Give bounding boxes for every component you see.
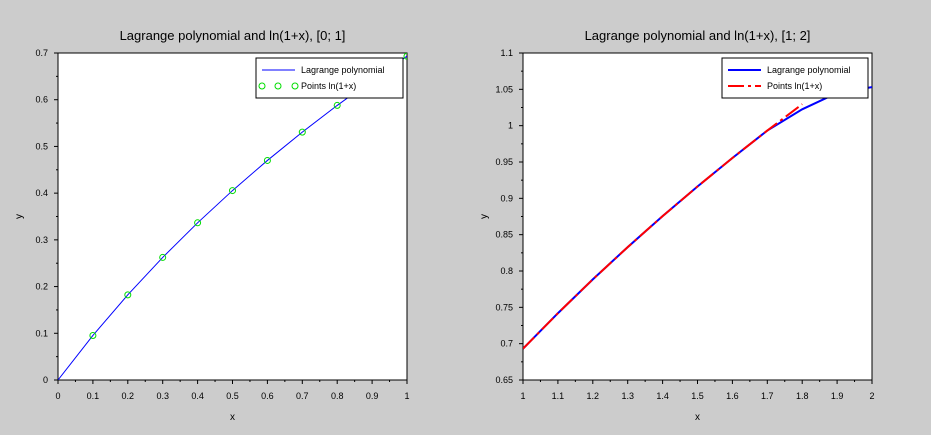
chart-1-x-tick-label: 0.5 <box>226 391 239 401</box>
chart-2-y-tick-label: 0.8 <box>500 266 513 276</box>
chart-1-plot-area <box>57 52 408 381</box>
chart-1-x-tick-label: 1 <box>404 391 409 401</box>
chart-2-x-tick-label: 1.8 <box>796 391 809 401</box>
chart-2-x-tick-label: 1.4 <box>656 391 669 401</box>
chart-1-legend-item-1-label: Lagrange polynomial <box>301 65 385 75</box>
chart-1-series-2-marker <box>263 156 271 164</box>
chart-2-x-tick-label: 1.7 <box>761 391 774 401</box>
chart-2-title: Lagrange polynomial and ln(1+x), [1; 2] <box>585 28 811 43</box>
chart-2-x-tick-label: 1.9 <box>831 391 844 401</box>
chart-2-y-tick-label: 0.9 <box>500 193 513 203</box>
chart-1-y-tick-label: 0.3 <box>35 235 48 245</box>
chart-1-x-tick-label: 0.7 <box>296 391 309 401</box>
chart-1-series-2-marker <box>89 331 97 339</box>
chart-1-x-tick-label: 0.4 <box>191 391 204 401</box>
chart-2-legend-item-2-label: Points ln(1+x) <box>767 81 822 91</box>
chart-1-series-2-marker <box>159 253 167 261</box>
chart-1-legend-item-2-marker <box>258 82 266 90</box>
chart-2-x-tick-label: 1.2 <box>587 391 600 401</box>
chart-2-y-tick-label: 1.1 <box>500 48 513 58</box>
chart-1-series-2-marker <box>194 219 202 227</box>
chart-2-x-tick-label: 1.5 <box>691 391 704 401</box>
chart-1-legend-item-2-marker <box>291 82 299 90</box>
chart-2-legend-box <box>721 57 869 99</box>
chart-1-legend-item-2-marker <box>274 82 282 90</box>
chart-1-x-axis-label: x <box>230 412 235 423</box>
chart-2-y-axis-label: y <box>479 214 490 219</box>
chart-2-y-tick-label: 1 <box>508 121 513 131</box>
chart-1-series-2-marker <box>124 291 132 299</box>
chart-1-y-tick-label: 0 <box>43 375 48 385</box>
chart-1-y-tick-label: 0.5 <box>35 141 48 151</box>
chart-2-plot-area <box>522 52 873 381</box>
chart-2-x-tick-label: 1 <box>520 391 525 401</box>
chart-1-y-tick-label: 0.2 <box>35 282 48 292</box>
chart-1-x-tick-label: 0.3 <box>156 391 169 401</box>
chart-1-series-2-marker <box>403 53 407 60</box>
chart-1-x-tick-label: 0.6 <box>261 391 274 401</box>
chart-1-y-axis-label: y <box>14 214 25 219</box>
chart-2-x-axis-label: x <box>695 412 700 423</box>
chart-2-y-tick-label: 0.65 <box>495 375 513 385</box>
chart-1-x-tick-label: 0.8 <box>331 391 344 401</box>
chart-2-y-tick-label: 0.7 <box>500 339 513 349</box>
chart-1-x-tick-label: 0.2 <box>122 391 135 401</box>
chart-1-series-2-marker <box>333 101 341 109</box>
chart-2-x-tick-label: 1.3 <box>621 391 634 401</box>
chart-2-y-tick-label: 0.85 <box>495 230 513 240</box>
chart-1-series-2-marker <box>298 128 306 136</box>
chart-1-title: Lagrange polynomial and ln(1+x), [0; 1] <box>120 28 346 43</box>
chart-1-x-tick-label: 0 <box>55 391 60 401</box>
chart-1-series-2-marker <box>229 187 236 195</box>
chart-2-y-tick-label: 0.75 <box>495 302 513 312</box>
chart-2-series-2-line <box>523 103 803 350</box>
chart-1-x-tick-label: 0.9 <box>366 391 379 401</box>
chart-2-y-tick-label: 1.05 <box>495 84 513 94</box>
chart-2-x-tick-label: 2 <box>869 391 874 401</box>
chart-1-legend-box <box>255 57 404 99</box>
chart-1-y-tick-label: 0.7 <box>35 48 48 58</box>
chart-2-legend-item-1-label: Lagrange polynomial <box>767 65 851 75</box>
chart-2-x-tick-label: 1.6 <box>726 391 739 401</box>
chart-1-x-tick-label: 0.1 <box>87 391 100 401</box>
chart-1-legend-item-2-label: Points ln(1+x) <box>301 81 356 91</box>
chart-1-y-tick-label: 0.4 <box>35 188 48 198</box>
chart-2-y-tick-label: 0.95 <box>495 157 513 167</box>
chart-1-y-tick-label: 0.1 <box>35 328 48 338</box>
chart-1-y-tick-label: 0.6 <box>35 95 48 105</box>
chart-2-x-tick-label: 1.1 <box>552 391 565 401</box>
